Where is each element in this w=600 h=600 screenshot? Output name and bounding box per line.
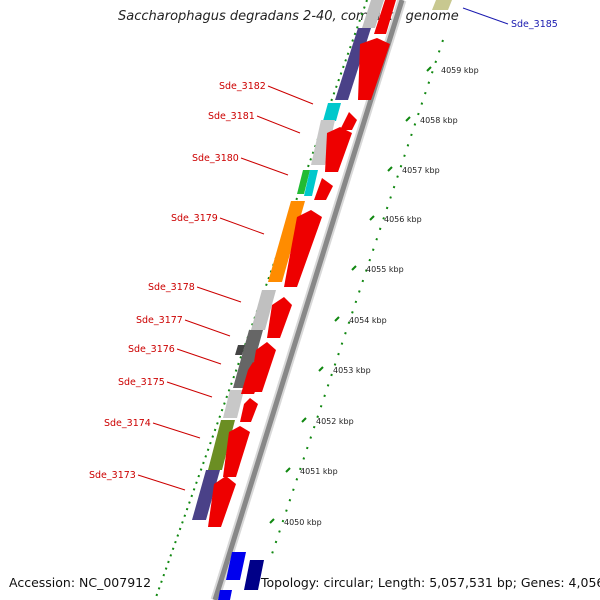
gene-feature-b[interactable] xyxy=(362,0,384,28)
cds-arrow-1[interactable] xyxy=(358,38,390,100)
gene-label-leader xyxy=(256,115,301,134)
gene-label-leader xyxy=(240,157,289,176)
kbp-tick-label: 4051 kbp xyxy=(300,467,338,476)
gene-label-sde-3182[interactable]: Sde_3182 xyxy=(219,81,266,92)
kbp-tick-mark xyxy=(369,215,375,221)
kbp-tick-label: 4059 kbp xyxy=(441,66,479,75)
gene-feature-sde-3174[interactable] xyxy=(208,420,235,470)
gene-feature-sde-3178[interactable] xyxy=(251,290,276,330)
cds-arrow-7[interactable] xyxy=(267,297,292,338)
gene-feature-blue-2[interactable] xyxy=(244,560,264,590)
cds-arrow-9[interactable] xyxy=(241,362,265,394)
gene-label-sde-3185[interactable]: Sde_3185 xyxy=(511,19,558,30)
kbp-tick-label: 4053 kbp xyxy=(333,366,371,375)
gene-label-sde-3181[interactable]: Sde_3181 xyxy=(208,111,255,122)
gene-feature-sde-3177[interactable] xyxy=(233,330,263,388)
gene-label-sde-3180[interactable]: Sde_3180 xyxy=(192,153,239,164)
gene-label-leader xyxy=(219,217,265,235)
kbp-tick-mark xyxy=(269,518,275,524)
kbp-tick-mark xyxy=(351,265,357,271)
kbp-tick-label: 4054 kbp xyxy=(349,316,387,325)
kbp-tick-mark xyxy=(426,66,432,72)
kbp-tick-mark xyxy=(334,316,340,322)
gene-label-sde-3177[interactable]: Sde_3177 xyxy=(136,315,183,326)
kbp-tick-track xyxy=(269,39,444,561)
gene-label-sde-3173[interactable]: Sde_3173 xyxy=(89,470,136,481)
gene-label-leader xyxy=(184,319,231,337)
cds-arrow-6[interactable] xyxy=(284,210,322,287)
cds-arrow-3[interactable] xyxy=(340,112,357,130)
gene-feature-sde-3181[interactable] xyxy=(311,120,335,165)
gene-labels: Sde_3173 Sde_3174 Sde_3175 Sde_3176 Sde_3177… xyxy=(89,7,558,491)
cds-arrow-10[interactable] xyxy=(240,398,258,422)
kbp-tick-label: 4058 kbp xyxy=(420,116,458,125)
cds-arrow-5[interactable] xyxy=(314,178,333,200)
gene-feature-sde-3176[interactable] xyxy=(235,345,245,355)
gene-feature-sde-3179[interactable] xyxy=(268,201,305,282)
gene-label-sde-3179[interactable]: Sde_3179 xyxy=(171,213,218,224)
cds-arrow-4[interactable] xyxy=(325,127,352,172)
kbp-tick-label: 4055 kbp xyxy=(366,265,404,274)
gene-feature-sde-3180b[interactable] xyxy=(304,170,318,196)
gc-skew-track xyxy=(154,0,368,600)
gene-label-sde-3175[interactable]: Sde_3175 xyxy=(118,377,165,388)
kbp-tick-label: 4050 kbp xyxy=(284,518,322,527)
gene-feature-sde-3180a[interactable] xyxy=(297,170,310,194)
gene-label-leader xyxy=(137,474,186,491)
kbp-tick-mark xyxy=(301,417,307,423)
gene-label-sde-3174[interactable]: Sde_3174 xyxy=(104,418,151,429)
kbp-tick-label: 4052 kbp xyxy=(316,417,354,426)
cds-arrow-11[interactable] xyxy=(223,426,250,477)
kbp-tick-mark xyxy=(318,366,324,372)
gene-label-sde-3178[interactable]: Sde_3178 xyxy=(148,282,195,293)
kbp-tick-mark xyxy=(285,467,291,473)
kbp-tick-mark xyxy=(405,116,411,122)
kbp-tick-mark xyxy=(387,166,393,172)
gene-label-leader xyxy=(176,348,222,365)
kbp-tick-label: 4057 kbp xyxy=(402,166,440,175)
gene-feature-blue-1[interactable] xyxy=(226,552,246,580)
accession-text: Accession: NC_007912 xyxy=(9,575,152,590)
gene-feature-sde-3175[interactable] xyxy=(223,390,244,418)
gene-label-leader xyxy=(166,381,213,398)
gene-label-sde-3176[interactable]: Sde_3176 xyxy=(128,344,175,355)
gene-label-leader xyxy=(462,7,509,25)
gene-feature-sde-3185[interactable] xyxy=(432,0,452,10)
cds-lane xyxy=(208,0,396,527)
kbp-ticks: 4059 kbp 4058 kbp 4057 kbp 4056 kbp 4055 kbp… xyxy=(269,66,479,527)
genome-summary-text: Topology: circular; Length: 5,057,531 bp… xyxy=(261,575,600,590)
feature-lane xyxy=(192,0,452,600)
gene-feature-sde-3173[interactable] xyxy=(192,470,220,520)
gene-label-leader xyxy=(152,422,201,439)
gene-feature-sde-3182[interactable] xyxy=(323,103,341,121)
gene-feature-blue-3[interactable] xyxy=(218,590,232,600)
kbp-tick-label: 4056 kbp xyxy=(384,215,422,224)
gene-label-leader xyxy=(196,286,242,303)
gene-label-leader xyxy=(267,85,314,105)
cds-arrow-2[interactable] xyxy=(374,0,396,34)
cds-arrow-12[interactable] xyxy=(208,476,236,527)
